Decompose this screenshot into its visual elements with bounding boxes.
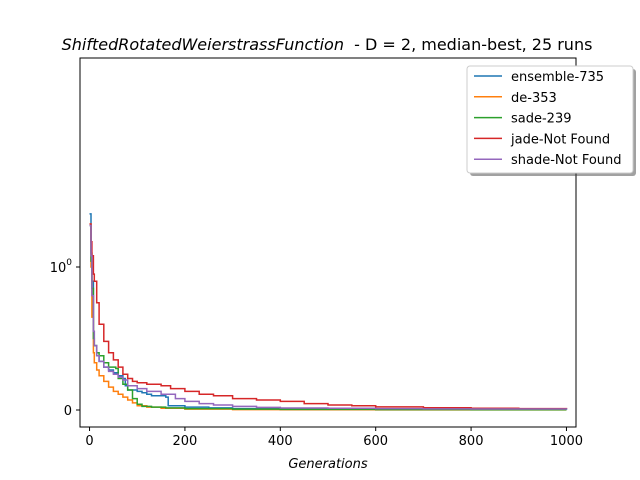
series-line-4 bbox=[89, 224, 568, 410]
x-tick-label-2: 400 bbox=[268, 434, 293, 449]
legend-label-0: ensemble-735 bbox=[511, 70, 604, 85]
legend-label-4: shade-Not Found bbox=[511, 153, 622, 168]
x-tick-label-1: 200 bbox=[173, 434, 198, 449]
x-tick-label-0: 0 bbox=[85, 434, 93, 449]
y-tick-base-1: 10 bbox=[50, 261, 67, 276]
y-tick-exp-1: 0 bbox=[66, 258, 72, 268]
x-tick-label-3: 600 bbox=[363, 434, 388, 449]
series-layer bbox=[89, 213, 568, 411]
legend: ensemble-735 de-353 sade-239 jade-Not Found… bbox=[466, 65, 636, 176]
legend-label-2: sade-239 bbox=[511, 112, 572, 127]
chart-title-rest: - D = 2, median-best, 25 runs bbox=[344, 35, 592, 54]
y-tick-label-0: 0 bbox=[64, 404, 72, 419]
legend-label-3: jade-Not Found bbox=[510, 132, 610, 147]
legend-box bbox=[466, 65, 634, 174]
x-tick-label-5: 1000 bbox=[550, 434, 583, 449]
plot-frame bbox=[79, 57, 577, 428]
chart-title: ShiftedRotatedWeierstrassFunction - D = … bbox=[62, 35, 593, 54]
legend-items: ensemble-735 de-353 sade-239 jade-Not Found… bbox=[474, 70, 622, 168]
series-line-3 bbox=[89, 223, 568, 410]
legend-label-1: de-353 bbox=[511, 91, 557, 106]
x-axis-label: Generations bbox=[288, 457, 368, 472]
y-tick-label-1: 100 bbox=[50, 258, 73, 276]
chart-title-italic: ShiftedRotatedWeierstrassFunction bbox=[62, 35, 344, 54]
x-axis: 0 200 400 600 800 1000 bbox=[85, 427, 583, 449]
x-tick-label-4: 800 bbox=[459, 434, 484, 449]
